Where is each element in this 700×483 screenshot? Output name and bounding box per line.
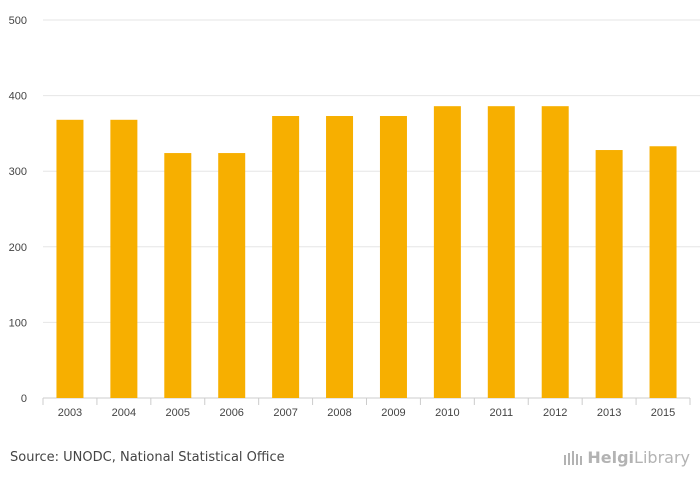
bar-2005 [164,153,192,398]
bar-2008 [326,116,354,399]
x-tick-label: 2004 [112,407,136,419]
bar-2010 [433,106,461,399]
x-tick-label: 2008 [327,407,351,419]
y-tick-label: 300 [9,166,27,178]
x-tick-label: 2009 [381,407,405,419]
logo-name: Helgi [587,448,635,467]
x-tick-label: 2015 [651,407,675,419]
y-tick-label: 100 [9,317,27,329]
bar-chart: 0 100 200 300 400 500 2003 2004 2005 2006 2007 2008… [9,15,700,419]
bar-2009 [379,116,407,399]
x-tick-label: 2012 [543,407,567,419]
x-tick-label: 2011 [489,407,513,419]
bar-2012 [541,106,569,399]
bar-2004 [110,119,138,399]
y-tick-label: 0 [21,393,27,405]
y-tick-label: 400 [9,91,27,103]
bar-2011 [487,106,515,399]
x-tick-label: 2003 [58,407,82,419]
bar-2006 [218,153,246,398]
bar-2003 [56,119,84,399]
bar-2007 [272,116,300,399]
y-tick-label: 500 [9,15,27,27]
helgilibrary-logo: HelgiLibrary [563,448,690,467]
library-logo-icon [564,450,583,465]
bar-2015 [649,146,677,398]
x-tick-label: 2013 [597,407,621,419]
logo-suffix: Library [634,448,690,467]
bar-2013 [595,150,623,398]
x-tick-label: 2007 [273,407,297,419]
x-tick-label: 2010 [435,407,459,419]
x-tick-label: 2005 [166,407,190,419]
x-tick-label: 2006 [219,407,243,419]
source-note: Source: UNODC, National Statistical Offi… [10,450,285,465]
y-tick-label: 200 [9,242,27,254]
